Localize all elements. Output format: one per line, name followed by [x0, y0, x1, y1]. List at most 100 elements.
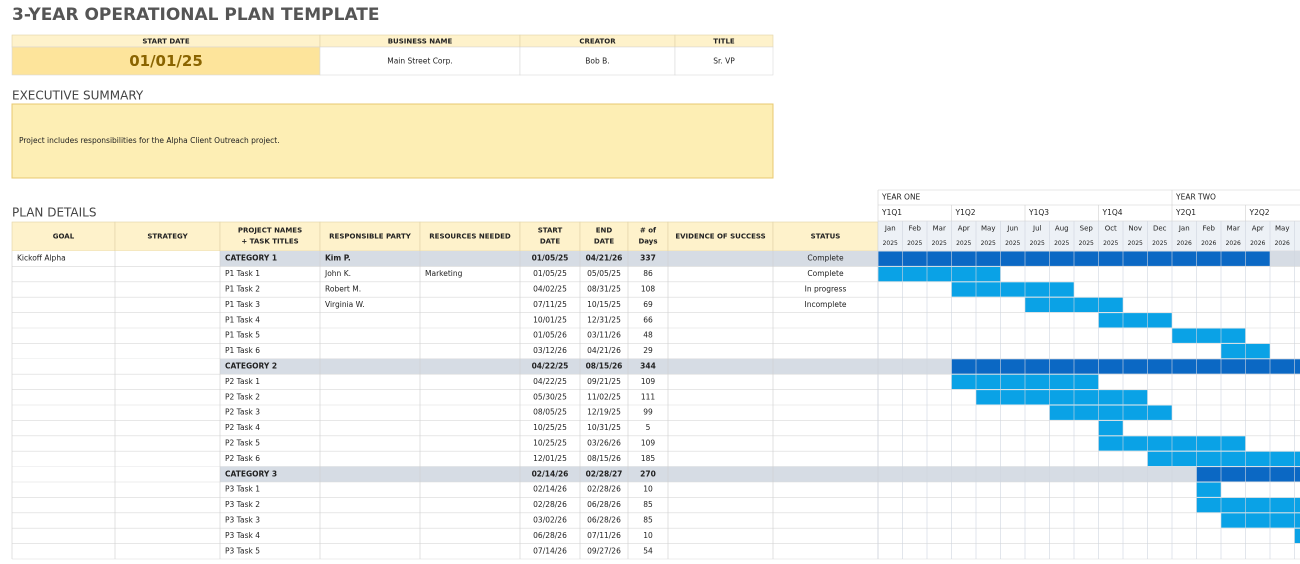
plan-header-cell — [114, 221, 221, 252]
task-bar — [1098, 313, 1172, 328]
month-label: Feb — [909, 225, 922, 233]
plan-header-cell — [419, 221, 521, 252]
plan-header-cell — [319, 221, 421, 252]
cell-end: 12/31/25 — [587, 315, 621, 324]
cell-end: 08/31/25 — [587, 285, 621, 294]
cell-task: P3 Task 5 — [225, 546, 260, 555]
cell-party: Robert M. — [325, 285, 361, 294]
month-label: Jul — [1032, 225, 1042, 233]
cell-start: 04/02/25 — [533, 285, 567, 294]
plan-header: EVIDENCE OF SUCCESS — [675, 233, 765, 241]
quarter-label: Y2Q1 — [1175, 208, 1196, 217]
cell-end: 10/31/25 — [587, 423, 621, 432]
task-bar — [1172, 328, 1246, 343]
month-label: Mar — [1227, 225, 1240, 233]
cell-start: 07/14/26 — [533, 546, 567, 555]
month-label: Jan — [1178, 225, 1190, 233]
cell-status: Complete — [807, 269, 844, 278]
cell-start: 04/22/25 — [533, 377, 567, 386]
cell-days: 66 — [643, 315, 653, 324]
cell-task: CATEGORY 2 — [225, 362, 277, 371]
cell-end: 03/11/26 — [587, 331, 621, 340]
info-value-cell — [674, 46, 774, 76]
plan-header-cell — [579, 221, 629, 252]
cell-task: P3 Task 2 — [225, 500, 260, 509]
cell-task: P2 Task 1 — [225, 377, 260, 386]
plan-header: RESPONSIBLE PARTY — [329, 233, 412, 241]
cell-end: 03/26/26 — [587, 439, 621, 448]
cell-start: 10/25/25 — [533, 423, 567, 432]
cell-task: P2 Task 5 — [225, 439, 260, 448]
cell-start: 04/22/25 — [532, 362, 569, 371]
quarter-label: Y2Q2 — [1249, 208, 1270, 217]
cell-days: 99 — [643, 408, 653, 417]
page-title: 3-YEAR OPERATIONAL PLAN TEMPLATE — [12, 5, 380, 25]
cell-days: 86 — [643, 269, 653, 278]
info-value: 01/01/25 — [129, 52, 203, 70]
cell-end: 09/21/25 — [587, 377, 621, 386]
cell-start: 07/11/25 — [533, 300, 567, 309]
task-bar — [1147, 451, 1300, 467]
month-label: Apr — [1252, 225, 1264, 233]
cell-end: 11/02/25 — [587, 392, 621, 401]
category-goal-cell — [12, 358, 220, 375]
summary-box — [11, 103, 774, 179]
plan-header: START — [538, 227, 563, 235]
cell-start: 03/12/26 — [533, 346, 567, 355]
info-header: BUSINESS NAME — [388, 38, 453, 46]
month-year-label: 2025 — [1005, 240, 1020, 247]
cell-days: 185 — [641, 454, 656, 463]
quarter-label: Y1Q2 — [955, 208, 976, 217]
cell-days: 5 — [646, 423, 651, 432]
info-value: Bob B. — [585, 57, 609, 66]
cell-days: 108 — [641, 285, 656, 294]
month-label: Oct — [1105, 225, 1117, 233]
task-bar — [1196, 482, 1221, 497]
month-year-label: 2025 — [1152, 240, 1167, 247]
month-year-label: 2026 — [1250, 240, 1265, 247]
category-goal-cell — [12, 466, 220, 482]
month-label: Jun — [1006, 225, 1018, 233]
cell-task: CATEGORY 3 — [225, 469, 277, 478]
cell-start: 02/28/26 — [533, 500, 567, 509]
cell-end: 06/28/26 — [587, 516, 621, 525]
quarter-label: Y1Q4 — [1102, 208, 1123, 217]
plan-header: END — [596, 227, 613, 235]
cell-end: 04/21/26 — [586, 254, 623, 263]
cell-end: 08/15/26 — [586, 362, 623, 371]
month-year-label: 2026 — [1201, 240, 1216, 247]
plan-header: RESOURCES NEEDED — [429, 233, 511, 241]
cell-days: 69 — [643, 300, 653, 309]
category-row — [12, 466, 1300, 482]
month-label: Sep — [1080, 225, 1094, 233]
plan-header: STATUS — [811, 233, 841, 241]
cell-start: 10/01/25 — [533, 315, 567, 324]
plan-header: # of — [640, 227, 657, 235]
cell-task: P3 Task 3 — [225, 516, 260, 525]
task-bar — [1098, 420, 1123, 436]
cell-days: 54 — [643, 546, 653, 555]
plan-header-cell — [519, 221, 581, 252]
cell-task: P1 Task 6 — [225, 346, 260, 355]
plan-header: DATE — [594, 238, 614, 246]
cell-end: 10/15/25 — [587, 300, 621, 309]
task-bar — [1221, 513, 1300, 528]
cell-days: 10 — [643, 531, 653, 540]
month-year-label: 2025 — [1128, 240, 1143, 247]
cell-party: Virginia W. — [325, 300, 365, 309]
cell-start: 08/05/25 — [533, 408, 567, 417]
task-bar — [1049, 405, 1172, 420]
month-label: Dec — [1153, 225, 1167, 233]
cell-start: 03/02/26 — [533, 516, 567, 525]
cell-end: 12/19/25 — [587, 408, 621, 417]
month-year-label: 2025 — [956, 240, 971, 247]
summary-label: EXECUTIVE SUMMARY — [12, 89, 144, 103]
cell-start: 01/05/25 — [532, 254, 569, 263]
cell-end: 08/15/26 — [587, 454, 621, 463]
cell-days: 29 — [643, 346, 653, 355]
month-label: Nov — [1128, 225, 1142, 233]
plan-header: Days — [638, 238, 657, 246]
cell-end: 06/28/26 — [587, 500, 621, 509]
month-year-label: 2025 — [1079, 240, 1094, 247]
